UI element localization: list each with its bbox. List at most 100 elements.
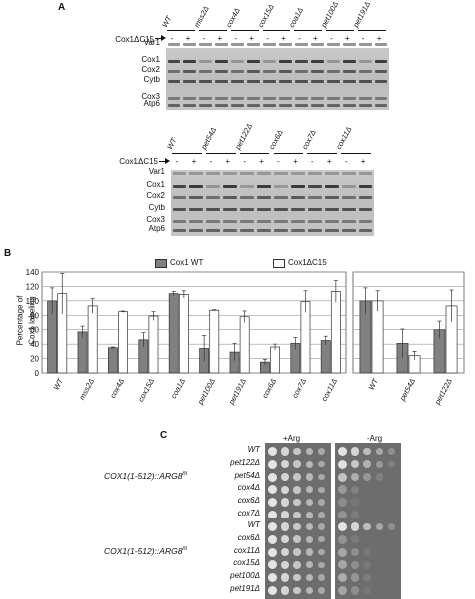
colony-spot [318,535,325,543]
gel-band [247,43,261,46]
gel-band [374,104,388,107]
colony-spot [280,573,289,582]
band-label: Var1 [143,38,160,47]
gel-band [326,80,340,83]
gel1-arrow-shaft [155,38,163,39]
bar-chart-secondary [352,271,465,374]
gel-band [189,196,204,199]
plate-minus-arg [335,518,401,599]
plus-sign: + [191,157,197,166]
spot-strain-label: WT [247,520,260,529]
gel-band [240,185,255,188]
gel-band [342,60,356,63]
gel-band [247,104,261,107]
gel-band [167,60,181,63]
plus-sign: + [376,34,382,43]
gel-band [223,220,238,223]
colony-spot [363,560,371,569]
gel-band [324,185,339,188]
gel-band [172,229,187,232]
plus-sign: + [249,34,254,43]
plus-sign: + [326,157,332,166]
colony-spot [375,522,383,530]
colony-spot [305,586,313,594]
colony-spot [280,447,289,456]
gel-band [167,104,181,107]
colony-spot [305,473,313,481]
gel-band [199,104,213,107]
colony-spot [318,523,325,530]
band-label: Cox1 [141,55,160,64]
gel-band [215,104,229,107]
gel-band [294,104,308,107]
colony-spot [305,561,313,569]
bar-cox1-wt [108,347,118,374]
gel-band [341,229,356,232]
colony-spot [363,586,371,595]
strain-underline [172,153,202,154]
panel-a-letter: A [58,2,66,13]
colony-spot [338,446,347,456]
minus-sign: - [170,34,174,43]
gel-band [290,172,305,175]
gel-band [183,97,197,100]
colony-spot [293,485,301,494]
colony-spot [268,459,277,469]
gel-band [199,70,213,73]
gel1-autoradiograph [166,43,389,110]
minus-sign: - [175,157,179,166]
gel-band [294,43,308,46]
gel-band [341,185,356,188]
gel-band [223,229,238,232]
minus-sign: - [277,157,280,166]
gel-band [341,208,356,211]
gel-band [358,172,373,175]
gel-band [290,196,305,199]
gel-band [374,43,388,46]
gel-band [240,229,255,232]
strain-label: pet122Δ [232,122,254,151]
gel-band [279,43,292,46]
colony-spot [350,522,359,531]
gel-band [279,80,292,83]
gel-band [294,97,308,100]
construct-label-group1: COX1(1-512)::ARG8m [104,471,187,481]
gel-band [374,97,388,100]
gel-band [290,220,305,223]
x-tick-label: WT [366,377,380,392]
gel-band [358,43,372,46]
gel-band [231,97,245,100]
band-label: Cox3 [146,215,165,224]
colony-spot [305,447,313,455]
gel-band [307,172,322,175]
gel-band [167,97,181,100]
colony-spot [338,573,347,583]
gel-band [342,70,356,73]
colony-spot [375,447,383,455]
bar-cox1-dc15 [209,309,220,374]
gel-band [189,185,204,188]
colony-spot [318,499,325,506]
plus-sign: + [313,34,318,43]
gel-band [358,229,373,232]
legend-wt-label: Cox1 WT [170,258,204,267]
colony-spot [268,446,277,456]
colony-spot [293,573,301,582]
gel-band [172,196,187,199]
gel-band [183,43,197,46]
y-tick-label: 140 [26,268,40,277]
gel2-arrow-head [165,158,170,164]
gel-band [358,208,373,211]
bar-cox1-dc15 [330,291,341,374]
gel-band [215,60,229,63]
colony-spot [363,447,371,456]
construct-name: COX1(1-512)::ARG8 [104,471,183,481]
x-tick-label: coa1Δ [168,377,187,401]
band-label: Cox3 [141,92,160,101]
minus-sign: - [234,34,238,43]
gel-band [307,208,322,211]
strain-label: coa1Δ [287,5,306,29]
spot-strain-label: cox15Δ [233,558,260,568]
gel-band [310,80,324,83]
gel2-autoradiograph [171,170,374,236]
